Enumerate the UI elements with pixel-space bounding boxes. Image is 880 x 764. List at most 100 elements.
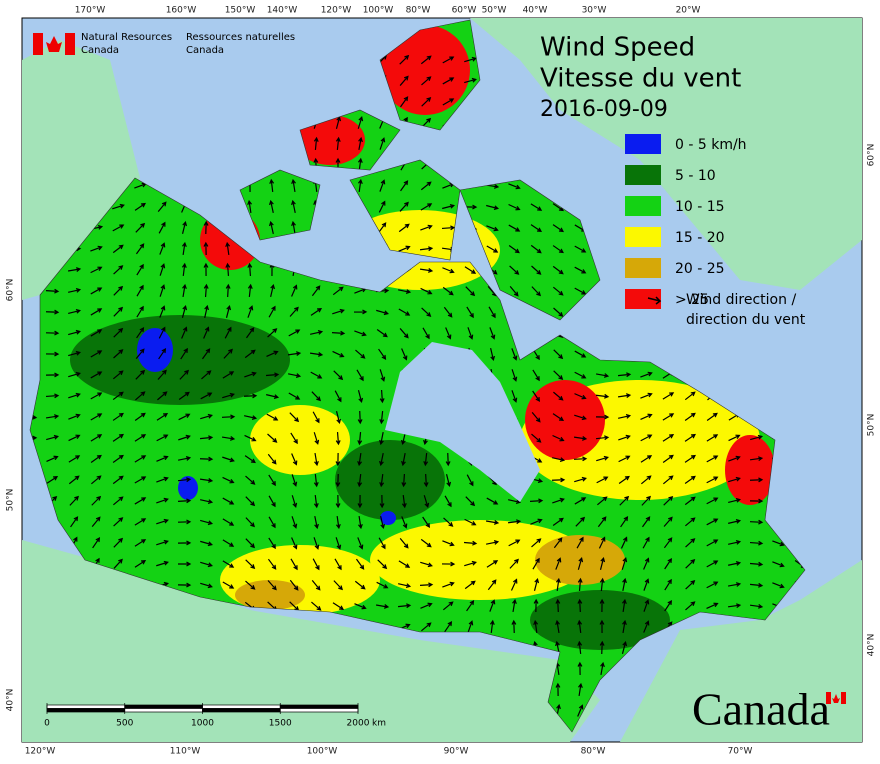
wind-arrow bbox=[640, 475, 652, 485]
wind-arrow bbox=[244, 371, 257, 378]
wind-arrow bbox=[640, 371, 653, 378]
wind-arrow bbox=[245, 580, 256, 590]
wind-arrow bbox=[552, 517, 564, 526]
wind-arrow bbox=[200, 519, 214, 526]
wind-arrow bbox=[749, 603, 764, 609]
wind-arrow bbox=[531, 538, 542, 548]
agency-fr: Ressources naturelles bbox=[186, 32, 295, 43]
wind-arrow bbox=[112, 244, 124, 254]
wind-arrow bbox=[331, 330, 346, 336]
wind-arrow bbox=[444, 495, 452, 508]
wind-arrow bbox=[421, 622, 432, 632]
wind-arrow bbox=[181, 326, 188, 339]
zone bbox=[370, 520, 590, 600]
wind-arrow bbox=[553, 537, 563, 549]
wind-arrow bbox=[466, 600, 475, 612]
wind-arrow bbox=[486, 225, 499, 232]
wind-arrow bbox=[728, 518, 742, 524]
wind-arrow bbox=[399, 54, 410, 65]
wind-arrow bbox=[222, 560, 235, 568]
wind-arrow bbox=[685, 580, 696, 590]
wind-arrow bbox=[268, 495, 276, 508]
wind-arrow bbox=[113, 327, 124, 338]
wind-arrow bbox=[267, 328, 278, 338]
wordmark-flag bbox=[826, 692, 846, 704]
wind-arrow bbox=[112, 203, 125, 210]
wind-arrow bbox=[706, 497, 719, 505]
wind-arrow bbox=[749, 519, 764, 525]
wind-arrow bbox=[442, 601, 454, 611]
zone bbox=[380, 25, 470, 115]
wind-arrow bbox=[486, 204, 500, 211]
wind-arrow bbox=[244, 415, 258, 420]
wind-arrow bbox=[618, 455, 631, 463]
wind-arrow bbox=[222, 539, 235, 547]
wind-arrow bbox=[508, 499, 522, 504]
flag-bar bbox=[841, 692, 846, 704]
wind-arrow bbox=[203, 220, 209, 235]
wind-arrow bbox=[375, 604, 390, 609]
wind-arrow bbox=[533, 598, 539, 613]
wind-arrow bbox=[443, 306, 453, 318]
wind-arrow bbox=[112, 433, 124, 442]
wind-arrow bbox=[685, 538, 696, 548]
wind-arrow bbox=[399, 537, 409, 549]
wind-arrow bbox=[68, 475, 80, 485]
wind-arrow bbox=[46, 434, 59, 441]
wind-arrow bbox=[728, 476, 741, 483]
wind-arrow bbox=[335, 452, 341, 467]
wind-arrow bbox=[728, 455, 741, 462]
wind-arrow bbox=[136, 284, 144, 297]
lon-label: 90°W bbox=[444, 747, 469, 757]
wind-arrow bbox=[620, 516, 629, 528]
wind-arrow bbox=[376, 581, 389, 589]
wind-arrow bbox=[600, 661, 605, 676]
legend-label: 20 - 25 bbox=[675, 261, 725, 277]
wind-arrow bbox=[596, 476, 609, 484]
wind-arrow bbox=[379, 179, 386, 192]
wind-arrow bbox=[399, 201, 409, 212]
hudson-bay bbox=[385, 342, 540, 502]
wind-arrow bbox=[621, 640, 628, 654]
wind-arrow bbox=[135, 222, 146, 233]
wind-arrow bbox=[706, 434, 719, 442]
wind-arrow bbox=[204, 304, 209, 318]
wind-arrow bbox=[314, 516, 319, 530]
lon-label: 40°W bbox=[523, 6, 548, 16]
wind-arrow bbox=[489, 599, 496, 612]
wind-arrow bbox=[574, 393, 587, 400]
wind-arrow bbox=[200, 540, 213, 547]
wind-arrow bbox=[398, 308, 411, 316]
wind-arrow bbox=[511, 369, 518, 382]
wind-arrow bbox=[423, 495, 430, 508]
wind-arrow bbox=[508, 224, 521, 232]
wind-arrow bbox=[268, 474, 276, 487]
wind-arrow bbox=[617, 393, 632, 399]
wind-arrow bbox=[509, 558, 519, 569]
wind-arrow bbox=[464, 266, 477, 274]
scale-segment bbox=[46, 704, 126, 709]
wind-arrow bbox=[684, 454, 696, 463]
wind-arrow bbox=[486, 540, 500, 545]
wind-arrow bbox=[313, 432, 320, 445]
wind-arrow bbox=[379, 473, 385, 488]
wind-arrow bbox=[422, 516, 431, 529]
wind-arrow bbox=[421, 96, 432, 107]
wind-arrow bbox=[181, 262, 187, 277]
wind-arrow bbox=[90, 434, 103, 442]
wind-arrow bbox=[444, 620, 453, 633]
wind-arrow bbox=[180, 347, 188, 360]
wind-arrow bbox=[749, 477, 764, 483]
wind-arrow bbox=[112, 454, 124, 463]
wind-arrow bbox=[247, 199, 253, 214]
wind-arrow bbox=[267, 433, 278, 443]
wind-arrow bbox=[112, 475, 124, 485]
wind-arrow bbox=[423, 473, 429, 488]
wind-arrow bbox=[91, 516, 101, 528]
wind-arrow bbox=[335, 115, 342, 129]
wind-arrow bbox=[354, 330, 367, 337]
wind-arrow bbox=[244, 434, 257, 442]
flag-bar bbox=[826, 692, 831, 704]
wind-arrow bbox=[618, 434, 631, 441]
wind-arrow bbox=[464, 560, 477, 567]
